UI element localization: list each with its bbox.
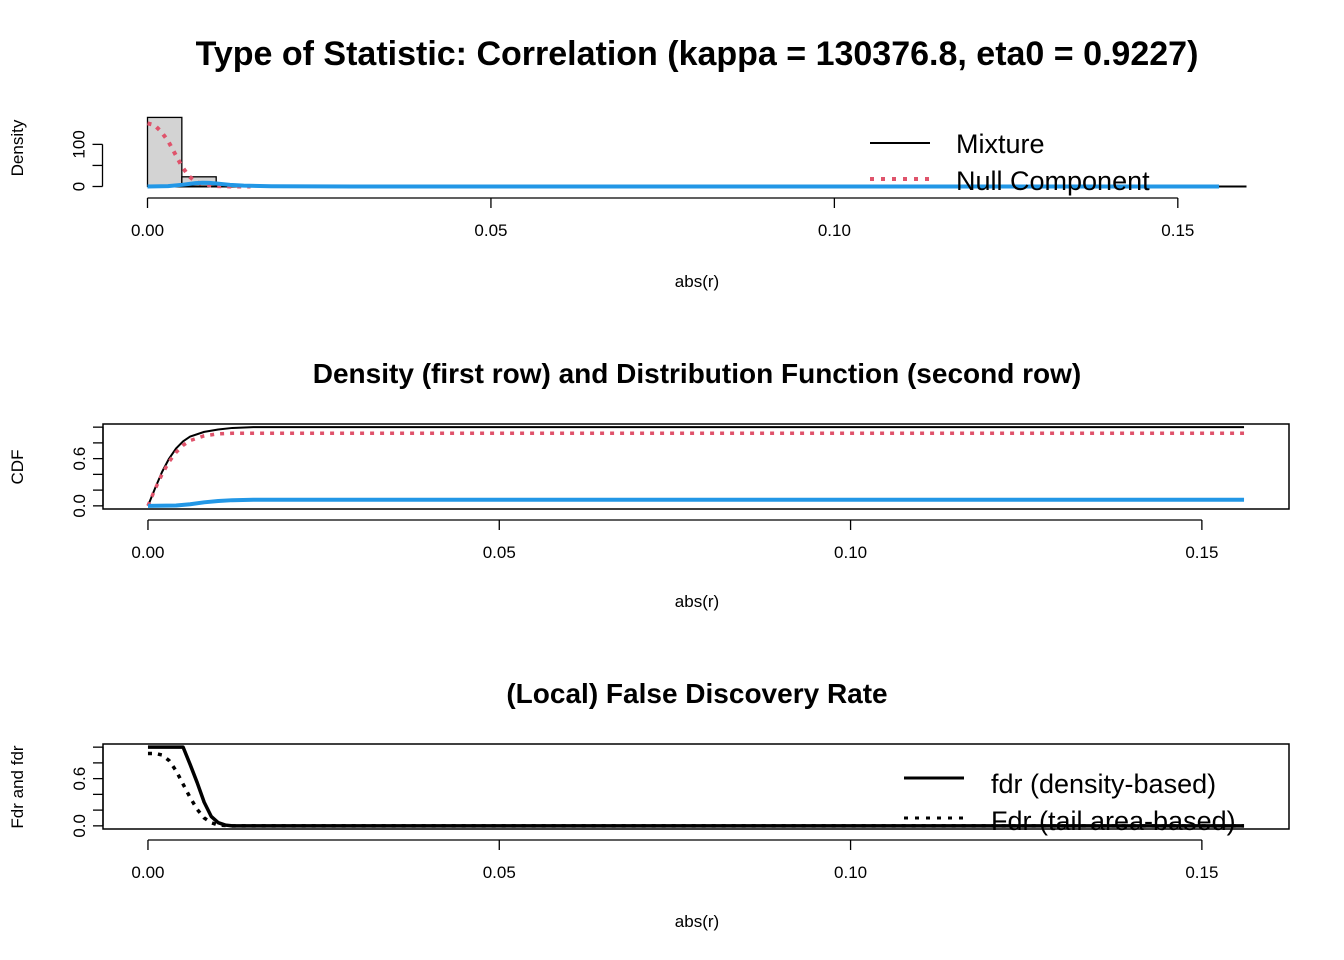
y-axis: 0.0 0.6 — [70, 426, 104, 518]
x-tick-label: 0.15 — [1161, 221, 1194, 240]
y-tick-label: 0.0 — [70, 494, 89, 518]
x-tick-label: 0.05 — [474, 221, 507, 240]
y-tick-label: 0.6 — [70, 767, 89, 791]
y-axis-label: Fdr and fdr — [8, 745, 27, 828]
legend-label-null: Null Component — [956, 166, 1150, 196]
series-null-component — [147, 121, 251, 189]
x-tick-label: 0.10 — [834, 863, 867, 882]
legend: Mixture Null Component — [870, 129, 1150, 196]
legend-label-fdr: fdr (density-based) — [991, 769, 1216, 799]
x-tick-label: 0.05 — [483, 863, 516, 882]
histogram-bar — [146, 116, 183, 188]
x-tick-label: 0.00 — [131, 543, 164, 562]
plot-frame — [102, 423, 1290, 510]
x-tick-label: 0.15 — [1185, 543, 1218, 562]
y-tick-label: 100 — [70, 130, 89, 158]
series-line-3 — [147, 497, 1245, 508]
x-tick-label: 0.10 — [834, 543, 867, 562]
x-tick-label: 0.05 — [483, 543, 516, 562]
y-axis-label: Density — [8, 119, 27, 176]
series-fdr-density-based — [147, 745, 1245, 828]
x-tick-label: 0.10 — [818, 221, 851, 240]
series-line-3 — [147, 180, 1220, 189]
x-axis-label: abs(r) — [675, 272, 719, 291]
x-axis-label: abs(r) — [675, 912, 719, 931]
y-axis: 0 100 — [70, 130, 104, 191]
legend-label-Fdr: Fdr (tail area-based) — [991, 806, 1236, 836]
x-axis: 0.00 0.05 0.10 0.15 — [131, 197, 1194, 240]
x-tick-label: 0.00 — [131, 221, 164, 240]
series-layer — [147, 121, 1247, 189]
y-axis: 0.0 0.6 — [70, 746, 104, 838]
series-line-1 — [147, 426, 1245, 507]
y-axis-label: CDF — [8, 450, 27, 485]
x-tick-label: 0.15 — [1185, 863, 1218, 882]
panel-fdr: (Local) False Discovery Rate 0.00 0.05 0.1… — [8, 678, 1290, 931]
chart-title: Density (first row) and Distribution Fun… — [313, 358, 1081, 389]
series-layer — [147, 745, 1245, 828]
panel-cdf: Density (first row) and Distribution Fun… — [8, 358, 1290, 611]
series-layer — [146, 426, 1245, 508]
legend: fdr (density-based) Fdr (tail area-based… — [904, 769, 1236, 836]
panel-histogram: Type of Statistic: Correlation (kappa = … — [8, 35, 1247, 291]
y-tick-label: 0 — [70, 182, 89, 191]
chart-title: (Local) False Discovery Rate — [506, 678, 887, 709]
series-line-2 — [146, 431, 1245, 507]
y-tick-label: 0.6 — [70, 447, 89, 471]
y-tick-label: 0.0 — [70, 814, 89, 838]
x-tick-label: 0.00 — [131, 863, 164, 882]
x-axis: 0.00 0.05 0.10 0.15 — [131, 839, 1218, 882]
chart-title: Type of Statistic: Correlation (kappa = … — [196, 35, 1199, 73]
x-axis-label: abs(r) — [675, 592, 719, 611]
x-axis: 0.00 0.05 0.10 0.15 — [131, 519, 1218, 562]
legend-label-mixture: Mixture — [956, 129, 1045, 159]
